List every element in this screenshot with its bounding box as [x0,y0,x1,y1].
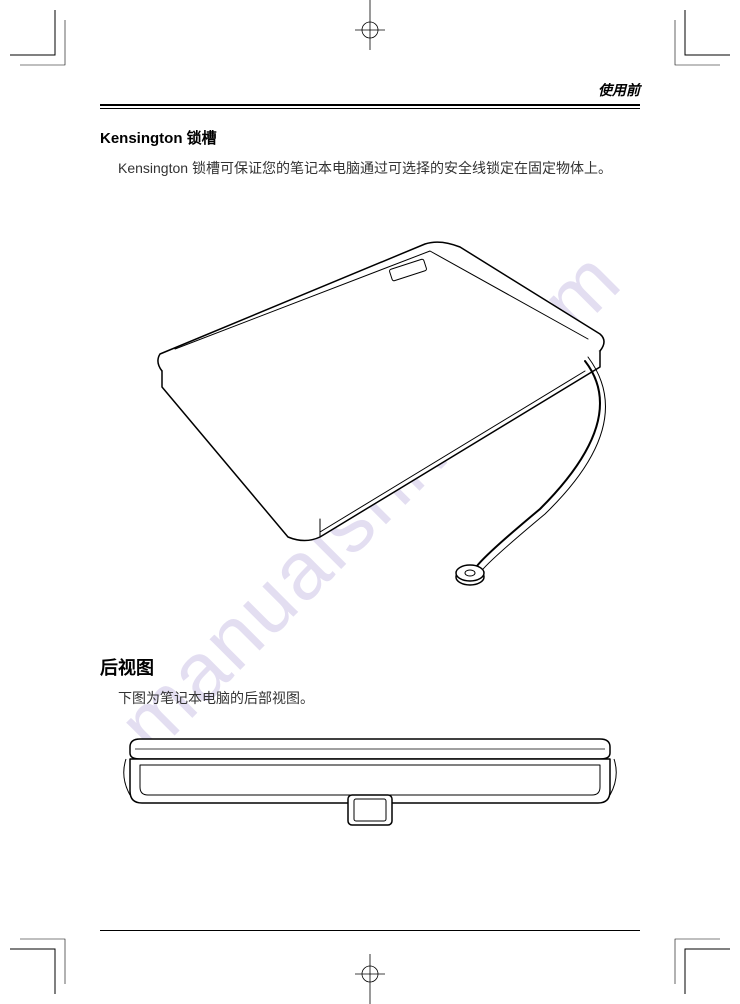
section2-title: 后视图 [100,654,640,680]
crop-mark-top-left [10,10,70,70]
crop-mark-top-center [350,0,390,50]
section2-body: 下图为笔记本电脑的后部视图。 [118,688,640,709]
header-rule-thin [100,108,640,109]
header-rule-thick [100,104,640,106]
section1-title: Kensington 锁槽 [100,127,640,148]
running-header: 使用前 [100,80,640,104]
footer-rule [100,930,640,931]
crop-mark-bottom-center [350,954,390,1004]
figure-laptop-rear [100,729,640,844]
page-content: 使用前 Kensington 锁槽 Kensington 锁槽可保证您的笔记本电… [100,80,640,874]
crop-mark-bottom-left [10,934,70,994]
figure-laptop-perspective [100,199,640,604]
crop-mark-top-right [670,10,730,70]
section1-body: Kensington 锁槽可保证您的笔记本电脑通过可选择的安全线锁定在固定物体上… [118,158,640,179]
crop-mark-bottom-right [670,934,730,994]
